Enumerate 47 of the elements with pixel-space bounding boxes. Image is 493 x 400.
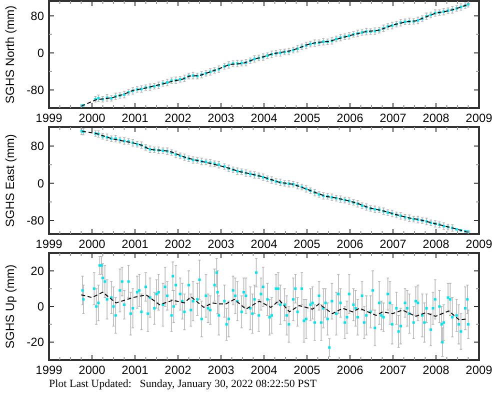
x-tick-label: 2007 [380, 111, 407, 125]
x-tick-label: 2001 [122, 363, 149, 377]
x-tick-label: 2002 [164, 237, 192, 251]
x-tick-label: 2009 [466, 111, 493, 125]
x-tick-label: 2008 [422, 363, 450, 377]
x-tick-label: 2004 [250, 111, 278, 125]
x-tick-label: 2008 [422, 111, 450, 125]
x-tick-label: 2006 [336, 237, 364, 251]
x-tick-label: 2009 [466, 237, 493, 251]
x-tick-label: 1999 [36, 111, 63, 125]
x-tick-label: 2002 [164, 363, 192, 377]
x-tick-label: 2007 [380, 363, 407, 377]
x-tick-label: 1999 [36, 363, 63, 377]
y-axis-title: SGHS North (mm) [3, 5, 17, 104]
x-tick-label: 2000 [78, 237, 106, 251]
x-tick-label: 2000 [78, 363, 106, 377]
y-tick-label: 0 [37, 300, 44, 314]
x-tick-label: 2007 [380, 237, 407, 251]
x-tick-label: 2002 [164, 111, 192, 125]
x-tick-label: 2005 [294, 111, 321, 125]
text: Plot Last Updated: Sunday, January 30, 2022 08:22:50 PST [49, 378, 317, 390]
y-tick-label: -80 [26, 82, 44, 97]
x-tick-label: 2004 [250, 237, 278, 251]
x-tick-label: 2003 [208, 363, 235, 377]
y-tick-label: -80 [26, 214, 44, 228]
x-tick-label: 2001 [122, 237, 149, 251]
x-tick-label: 2001 [122, 111, 149, 125]
x-tick-label: 2009 [466, 363, 493, 377]
y-tick-label: 80 [30, 8, 44, 23]
x-tick-label: 2006 [336, 363, 364, 377]
line-series [80, 292, 468, 320]
x-tick-label: 2008 [422, 237, 450, 251]
y-tick-label: 0 [37, 46, 44, 60]
y-tick-label: 80 [30, 139, 44, 154]
x-tick-label: 2000 [78, 111, 106, 125]
x-tick-label: 2004 [250, 363, 278, 377]
y-tick-label: -20 [26, 335, 44, 350]
x-tick-label: 2003 [208, 237, 235, 251]
y-tick-label: 20 [30, 264, 44, 278]
x-tick-label: 2006 [336, 111, 364, 125]
y-axis-title: SGHS East (mm) [3, 134, 17, 227]
y-tick-label: 0 [37, 176, 44, 190]
y-axis-title: SGHS Up (mm) [3, 264, 17, 348]
x-tick-label: 2003 [208, 111, 235, 125]
x-tick-label: 2005 [294, 237, 321, 251]
x-tick-label: 1999 [36, 237, 63, 251]
x-tick-label: 2005 [294, 363, 321, 377]
